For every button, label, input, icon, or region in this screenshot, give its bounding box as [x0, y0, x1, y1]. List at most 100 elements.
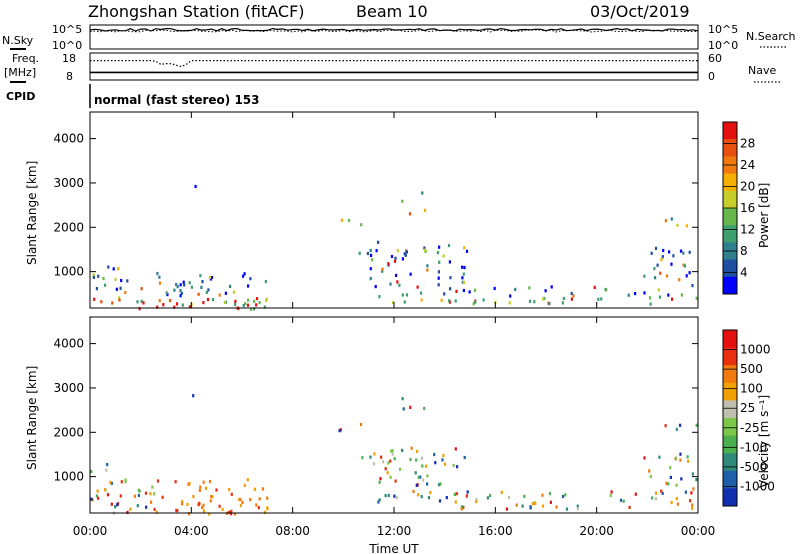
ytick-label: 2000	[53, 220, 84, 234]
heatmap-cell	[692, 487, 695, 491]
heatmap-cell	[242, 274, 245, 278]
colorbar-swatch	[723, 122, 737, 140]
heatmap-cell	[688, 250, 691, 254]
heatmap-cell	[340, 218, 343, 222]
heatmap-cell	[684, 490, 687, 494]
heatmap-cell	[393, 259, 397, 263]
heatmap-cell	[670, 262, 673, 266]
heatmap-cell	[462, 288, 465, 293]
heatmap-cell	[176, 285, 179, 289]
heatmap-cell	[192, 394, 195, 398]
colorbar-swatch	[723, 400, 737, 419]
heatmap-cell	[669, 475, 672, 479]
heatmap-cell	[550, 285, 553, 289]
heatmap-cell	[460, 505, 463, 509]
colorbar-swatch	[723, 488, 737, 507]
heatmap-cell	[145, 505, 148, 509]
heatmap-cell	[114, 505, 117, 509]
heatmap-cell	[441, 458, 444, 462]
heatmap-cell	[658, 295, 662, 299]
heatmap-cell	[679, 423, 682, 427]
heatmap-cell	[162, 303, 165, 307]
heatmap-cell	[247, 298, 250, 302]
heatmap-cell	[391, 452, 394, 456]
heatmap-cell	[92, 273, 95, 277]
heatmap-cell	[197, 503, 200, 507]
heatmap-cell	[150, 500, 153, 504]
colorbar-swatch	[723, 418, 737, 437]
heatmap-cell	[509, 294, 512, 298]
heatmap-cell	[112, 267, 115, 271]
heatmap-cell	[493, 286, 496, 291]
heatmap-cell	[668, 250, 671, 254]
heatmap-cell	[233, 512, 237, 516]
colorbar-tick-label: 16	[740, 201, 755, 215]
heatmap-cell	[691, 503, 694, 507]
heatmap-cell	[570, 297, 573, 301]
heatmap-cell	[224, 291, 227, 295]
heatmap-cell	[665, 481, 668, 485]
heatmap-cell	[454, 500, 457, 504]
freq-unit-label: [MHz]	[4, 66, 36, 79]
heatmap-cell	[421, 464, 424, 468]
ytick-label: 3000	[53, 176, 84, 190]
colorbar-swatch	[723, 190, 737, 209]
heatmap-cell	[201, 505, 204, 510]
xtick-label: 08:00	[275, 524, 310, 538]
heatmap-cell	[106, 493, 110, 497]
heatmap-cell	[667, 482, 670, 486]
heatmap-cell	[230, 492, 233, 496]
heatmap-cell	[482, 298, 485, 302]
heatmap-cell	[628, 505, 631, 510]
heatmap-cell	[409, 457, 412, 462]
velocity-panel-frame	[89, 316, 699, 514]
heatmap-cell	[437, 283, 440, 287]
nsky-tick-top: 10^5	[52, 23, 82, 36]
heatmap-cell	[202, 509, 206, 513]
colorbar-swatch	[723, 453, 737, 472]
heatmap-cell	[92, 275, 95, 279]
nave-series	[90, 59, 698, 68]
heatmap-cell	[688, 271, 691, 275]
heatmap-cell	[658, 455, 661, 459]
heatmap-cell	[410, 446, 413, 450]
heatmap-cell	[423, 246, 426, 250]
heatmap-cell	[339, 428, 342, 432]
heatmap-cell	[175, 508, 178, 512]
velocity-heatmap	[90, 394, 698, 516]
heatmap-cell	[392, 301, 395, 305]
heatmap-cell	[401, 293, 404, 297]
nsearch-tick-top: 10^5	[708, 23, 738, 36]
heatmap-cell	[423, 406, 426, 411]
heatmap-cell	[117, 267, 120, 271]
heatmap-cell	[462, 280, 465, 284]
heatmap-cell	[158, 299, 161, 303]
colorbar-tick-label: -25	[740, 421, 760, 435]
nsky-panel-frame	[89, 24, 699, 50]
heatmap-cell	[565, 507, 569, 511]
heatmap-cell	[486, 496, 489, 500]
colorbar-swatch	[723, 347, 737, 366]
heatmap-cell	[417, 475, 420, 480]
heatmap-cell	[239, 503, 242, 508]
heatmap-cell	[438, 499, 442, 503]
freq-panel-frame	[89, 52, 699, 81]
colorbar-swatch	[723, 225, 737, 243]
heatmap-cell	[515, 503, 518, 507]
heatmap-cell	[215, 488, 218, 492]
heatmap-cell	[670, 501, 673, 505]
heatmap-cell	[531, 502, 534, 506]
heatmap-cell	[391, 449, 394, 453]
heatmap-cell	[404, 253, 407, 257]
heatmap-cell	[348, 218, 351, 222]
date-label: 03/Oct/2019	[590, 2, 690, 21]
heatmap-cell	[689, 499, 692, 503]
heatmap-cell	[230, 509, 233, 513]
power-ylabel: Slant Range [km]	[25, 161, 39, 265]
heatmap-cell	[634, 292, 637, 296]
nave-tick-top: 60	[708, 52, 722, 65]
heatmap-cell	[475, 498, 478, 502]
heatmap-cell	[654, 246, 658, 250]
nave-tick-bottom: 0	[708, 70, 715, 83]
heatmap-cell	[671, 297, 674, 301]
